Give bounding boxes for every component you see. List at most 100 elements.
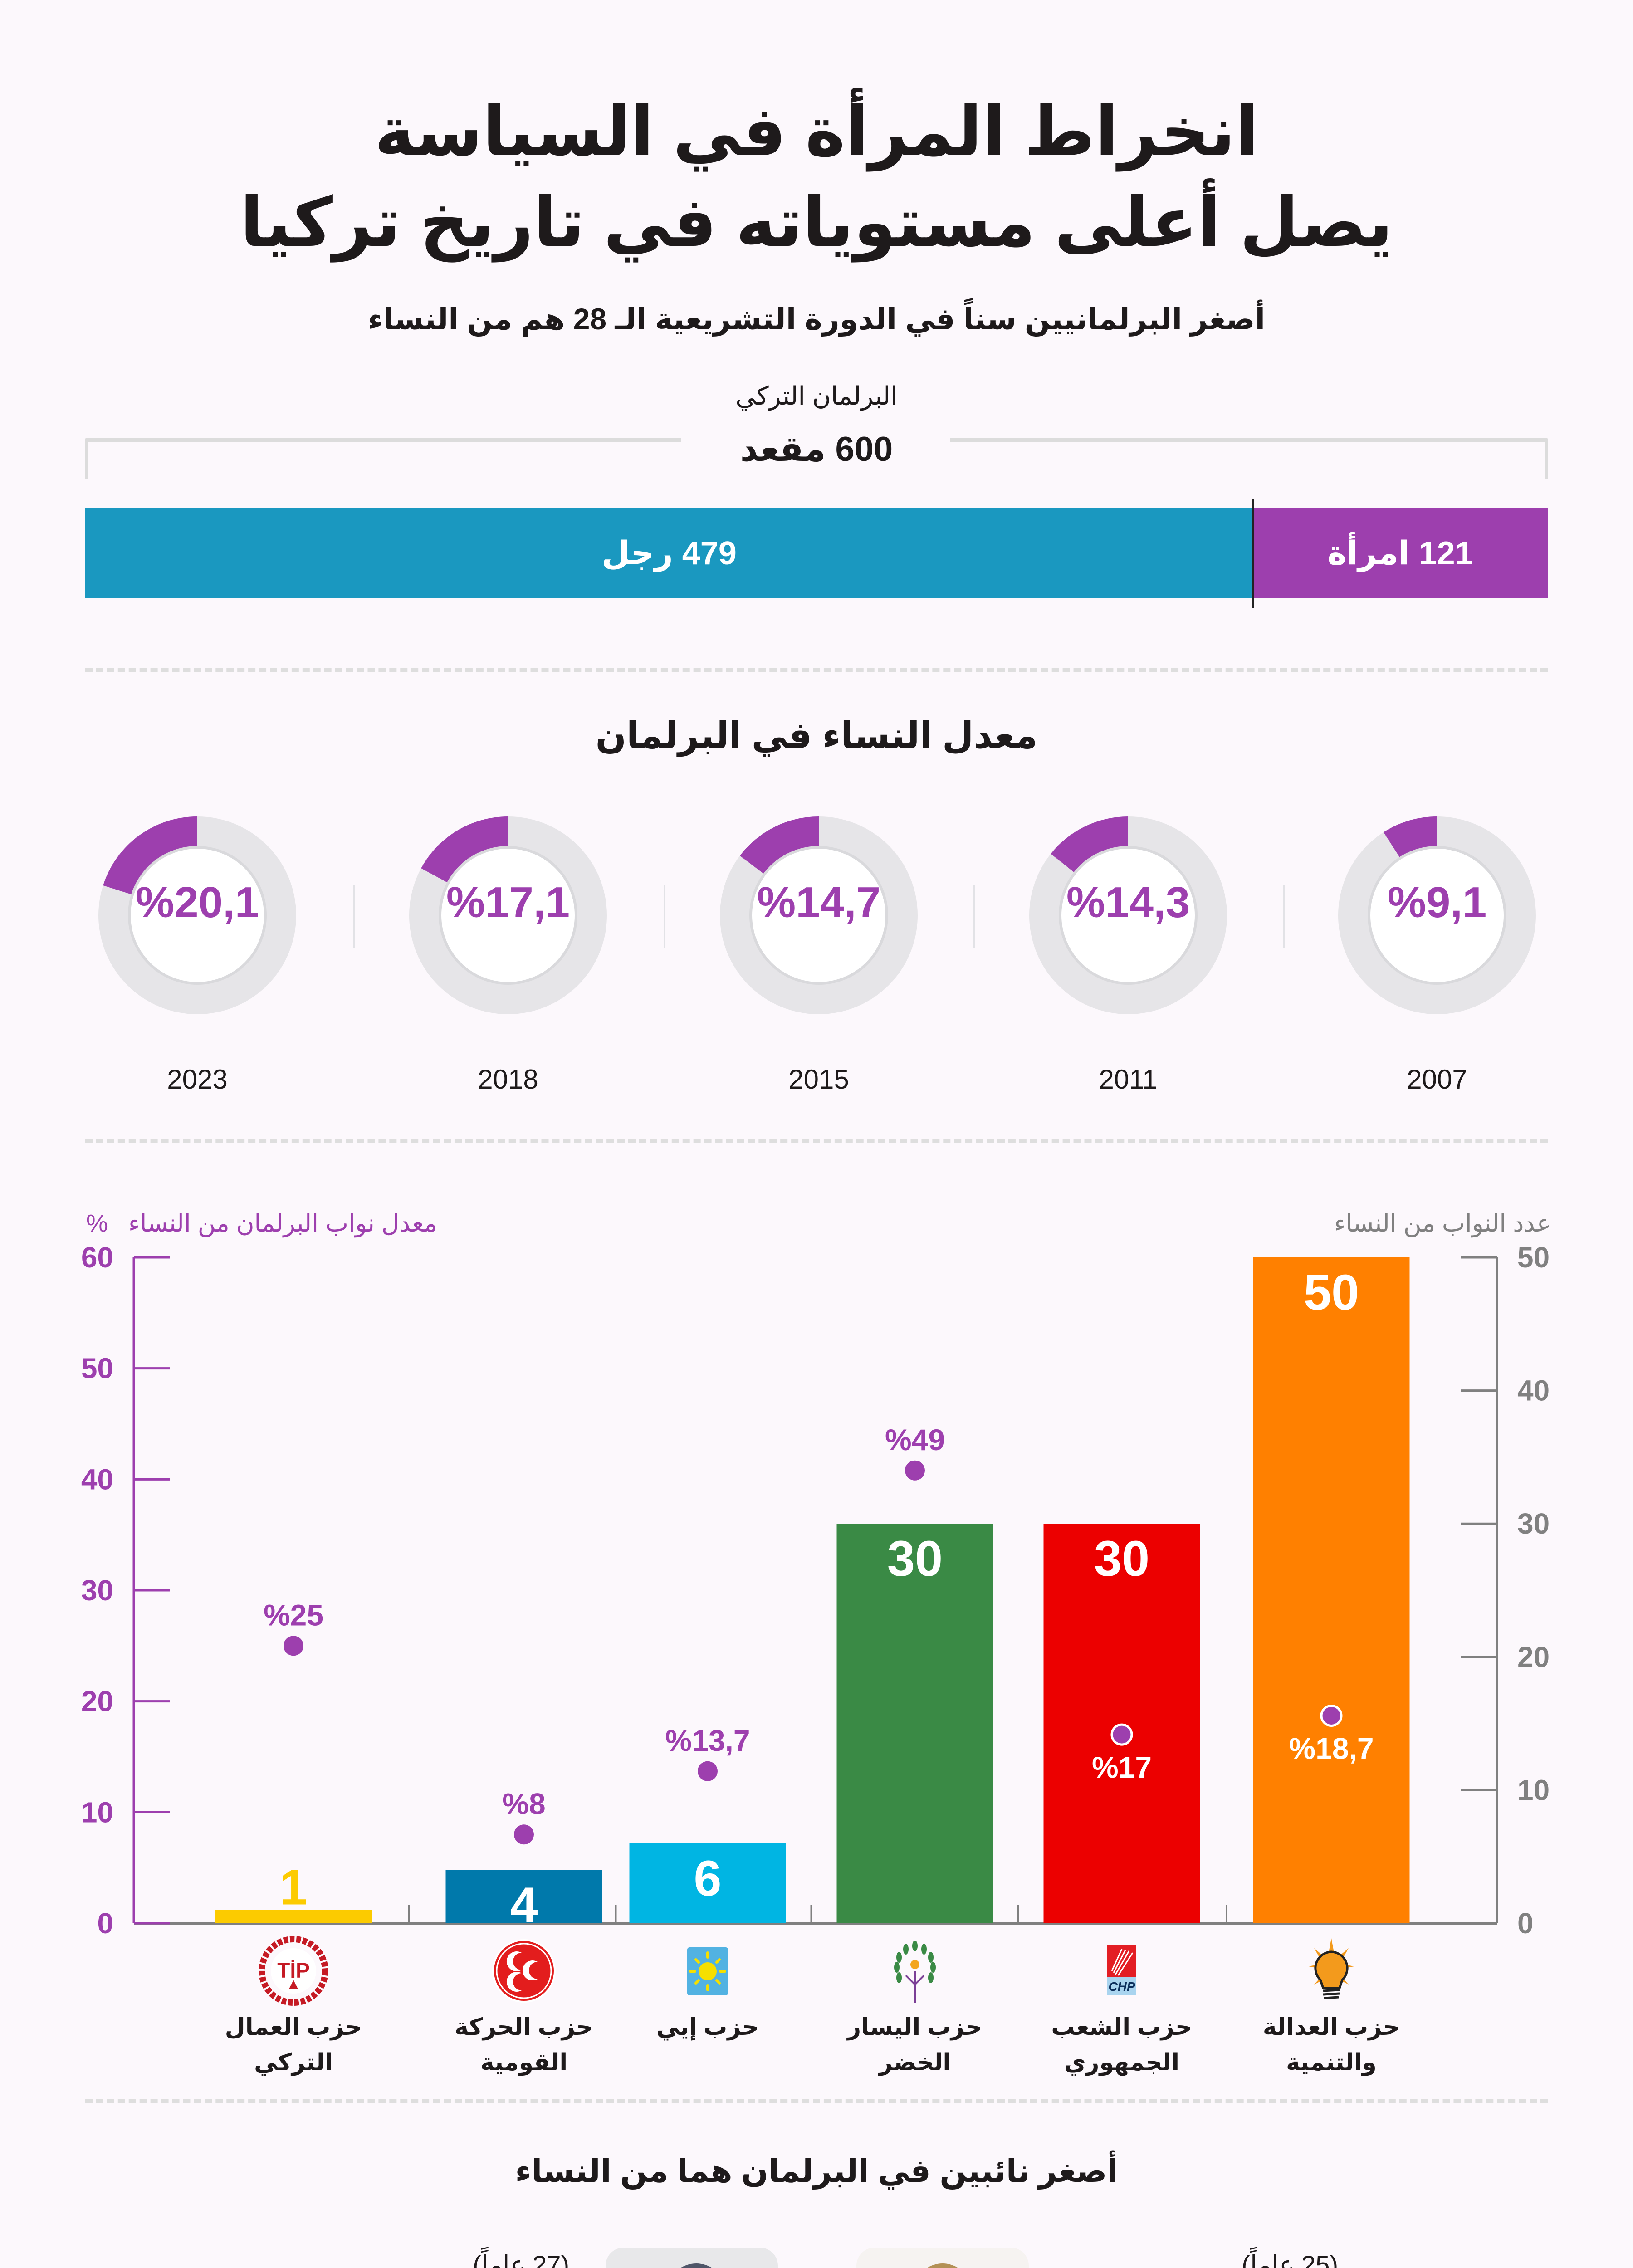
party-name-label: حزب الشعب الجمهوري <box>1027 2009 1217 2080</box>
party-name-line: حزب العدالة <box>1262 2014 1400 2040</box>
section-divider <box>85 1139 1548 1143</box>
donut-year-label: 2023 <box>167 1064 228 1095</box>
donut-separator <box>973 885 975 948</box>
donut-value-label: %9,1 <box>1387 878 1487 927</box>
left-axis-tick-label: 60 <box>81 1241 113 1274</box>
bar <box>445 1870 602 1923</box>
parliament-label: البرلمان التركي <box>735 381 898 410</box>
party-name-line: الجمهوري <box>1064 2049 1180 2076</box>
percentage-label: %17 <box>1092 1750 1152 1784</box>
percentage-dot <box>905 1460 925 1481</box>
party-name-line: حزب الشعب <box>1051 2014 1193 2040</box>
mp-photo-rumeysa <box>606 2248 778 2268</box>
donut-chart <box>1338 816 1536 1014</box>
left-axis-tick-label: 40 <box>81 1463 113 1496</box>
donut-hole <box>1368 846 1506 985</box>
donut-separator <box>1282 885 1285 948</box>
bar <box>836 1524 993 1923</box>
donut-chart <box>409 816 607 1014</box>
percentage-label: %8 <box>502 1787 545 1820</box>
parliament-total: 600 مقعد <box>740 430 893 469</box>
section-divider <box>85 2099 1548 2103</box>
party-name-label: حزب الحركة القومية <box>429 2009 619 2080</box>
percentage-label: %18,7 <box>1289 1731 1374 1765</box>
right-axis-tick-label: 50 <box>1517 1241 1550 1274</box>
donut-chart <box>1029 816 1227 1014</box>
bar-split-marker <box>1252 499 1254 608</box>
party-name-line: حزب العمال <box>225 2014 362 2040</box>
left-axis-title-text: معدل نواب البرلمان من النساء <box>128 1210 437 1237</box>
donut-segment <box>1051 816 1128 873</box>
bar <box>215 1910 372 1923</box>
donut-year-label: 2011 <box>1099 1064 1158 1095</box>
donut-year-label: 2018 <box>478 1064 538 1095</box>
right-axis-title: عدد النواب من النساء <box>1334 1210 1551 1237</box>
youngest-title: أصغر نائبين في البرلمان هما من النساء <box>515 2153 1118 2189</box>
bar-value-label: 30 <box>887 1531 943 1587</box>
party-name-line: الخضر <box>879 2049 951 2076</box>
bar-value-label: 30 <box>1094 1531 1149 1587</box>
mp-age: (25 عاماً) <box>1242 2250 1338 2268</box>
iyi-logo-icon <box>671 1935 744 2007</box>
left-axis-tick-label: 50 <box>81 1352 113 1385</box>
donut-2007 <box>1324 802 1550 1029</box>
party-name-label: حزب العمال التركي <box>198 2009 389 2080</box>
bar <box>629 1843 786 1923</box>
subtitle: أصغر البرلمانيين سناً في الدورة التشريعي… <box>367 302 1266 336</box>
left-axis-tick-label: 10 <box>81 1796 113 1828</box>
percentage-label: %25 <box>264 1598 323 1632</box>
left-axis-tick-label: 0 <box>97 1907 113 1937</box>
bar-value-label: 1 <box>279 1860 307 1916</box>
party-name-line: حزب اليسار <box>847 2014 983 2040</box>
donut-separator <box>352 885 355 948</box>
bracket-side-left <box>85 438 88 479</box>
left-axis-title: معدل نواب البرلمان من النساء % <box>86 1209 437 1237</box>
percentage-label: %13,7 <box>665 1724 750 1757</box>
green-left-logo-icon <box>879 1935 951 2007</box>
donut-chart <box>720 816 918 1014</box>
party-name-label: حزب العدالة والتنمية <box>1236 2009 1427 2080</box>
tip-logo-icon: TİP <box>257 1935 330 2007</box>
mp-card-rumeysa: (27 عاماً) روميسة قداك نائبة إسطنبول عن … <box>252 2250 569 2268</box>
bar-value-label: 4 <box>510 1877 538 1933</box>
party-name-line: القومية <box>480 2049 568 2076</box>
men-seats-label: 479 رجل <box>601 535 737 572</box>
mp-photo-zehra <box>856 2248 1029 2268</box>
donut-value-label: %20,1 <box>135 878 259 927</box>
party-name-line: التركي <box>254 2049 333 2076</box>
section-divider <box>85 668 1548 672</box>
donut-year-label: 2007 <box>1407 1064 1467 1095</box>
bracket-line-left <box>87 438 681 442</box>
chp-logo-icon: CHP <box>1085 1935 1158 2007</box>
page-title: انخراط المرأة في السياسة يصل أعلى مستويا… <box>0 86 1633 268</box>
party-name-line: والتنمية <box>1286 2049 1377 2076</box>
donut-section-title: معدل النساء في البرلمان <box>595 715 1038 756</box>
donut-value-label: %14,3 <box>1066 878 1190 927</box>
donut-hole <box>1059 846 1198 985</box>
party-name-line <box>612 2045 803 2080</box>
donut-2023 <box>84 802 311 1029</box>
right-axis-tick-label: 30 <box>1517 1507 1550 1540</box>
donut-year-label: 2015 <box>788 1064 849 1095</box>
percentage-dot <box>284 1636 303 1656</box>
mhp-logo-icon <box>488 1935 560 2007</box>
party-name-label: حزب إيي <box>612 2009 803 2080</box>
donut-2015 <box>705 802 932 1029</box>
bar-chart: 0 10 20 30 40 50 60 0 10 20 30 40 50 1 %25 4 %8 6 %13,7 30%… <box>81 1241 1550 1937</box>
percentage-dot <box>1110 1723 1133 1746</box>
donut-separator <box>663 885 665 948</box>
left-axis-tick-label: 20 <box>81 1685 113 1718</box>
donut-segment <box>103 816 197 895</box>
percentage-dot <box>698 1761 718 1781</box>
bar-value-label: 6 <box>694 1851 721 1906</box>
mp-age: (27 عاماً) <box>473 2250 569 2268</box>
right-axis-tick-label: 10 <box>1517 1774 1550 1806</box>
women-seats-bar: 121 امرأة <box>1253 508 1548 598</box>
svg-text:TİP: TİP <box>277 1959 310 1982</box>
svg-text:CHP: CHP <box>1108 1980 1135 1994</box>
title-line-2: يصل أعلى مستوياته في تاريخ تركيا <box>240 184 1393 260</box>
bracket-side-right <box>1545 438 1548 479</box>
donut-chart <box>98 816 296 1014</box>
donut-2011 <box>1015 802 1242 1029</box>
donut-2018 <box>395 802 621 1029</box>
